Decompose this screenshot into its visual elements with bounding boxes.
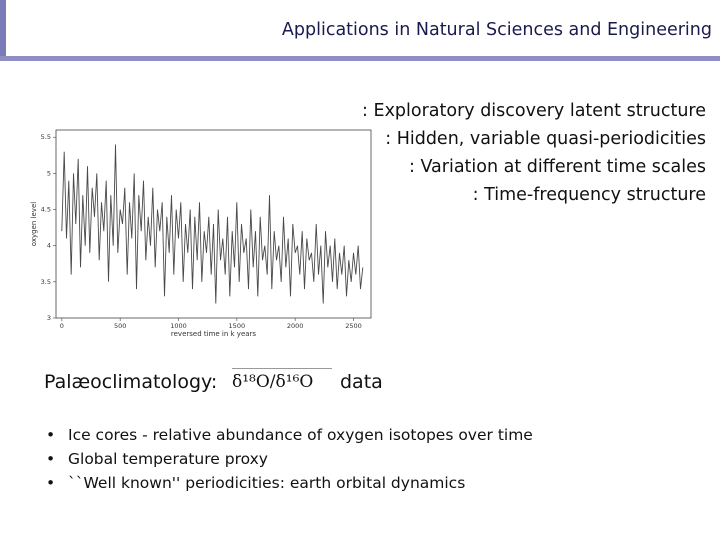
x-axis-label: reversed time in k years [171, 330, 257, 338]
x-tick-label: 500 [114, 322, 126, 330]
header-bottom-rule [0, 56, 720, 61]
right-points: : Exploratory discovery latent structure… [362, 97, 706, 209]
y-tick-label: 4.5 [41, 206, 51, 214]
series-line [61, 144, 364, 304]
x-tick-label: 1000 [170, 322, 187, 330]
y-tick-label: 3.5 [41, 278, 51, 286]
header-left-rule [0, 0, 6, 58]
right-point: : Exploratory discovery latent structure [362, 101, 706, 121]
y-tick-label: 5 [47, 169, 51, 177]
page-title: Applications in Natural Sciences and Eng… [281, 20, 712, 40]
y-tick-label: 3 [47, 314, 51, 322]
isotope-formula: δ¹⁸O/δ¹⁶O [232, 372, 314, 392]
x-tick-label: 2500 [345, 322, 362, 330]
section-heading: Palæoclimatology: [44, 371, 218, 393]
list-item: ``Well known'' periodicities: earth orbi… [44, 471, 533, 495]
right-point: : Variation at different time scales [408, 157, 706, 177]
list-item: Global temperature proxy [44, 447, 533, 471]
x-tick-label: 0 [60, 322, 64, 330]
bullet-list: Ice cores - relative abundance of oxygen… [44, 423, 533, 495]
right-point: : Hidden, variable quasi-periodicities [385, 129, 706, 149]
y-tick-label: 5.5 [41, 133, 51, 141]
formula-overline [232, 368, 332, 369]
oxygen-level-chart: 0 500 1000 1500 2000 2500 3 3.5 4 4.5 5 5.5 reversed… [30, 129, 372, 338]
x-tick-label: 1500 [229, 322, 246, 330]
x-tick-label: 2000 [287, 322, 304, 330]
y-tick-label: 4 [47, 242, 51, 250]
header-bar: Applications in Natural Sciences and Eng… [0, 0, 720, 61]
right-point: : Time-frequency structure [472, 185, 706, 205]
y-axis-label: oxygen level [30, 202, 38, 246]
plot-frame [55, 129, 372, 319]
section-suffix: data [340, 371, 383, 393]
list-item: Ice cores - relative abundance of oxygen… [44, 423, 533, 447]
